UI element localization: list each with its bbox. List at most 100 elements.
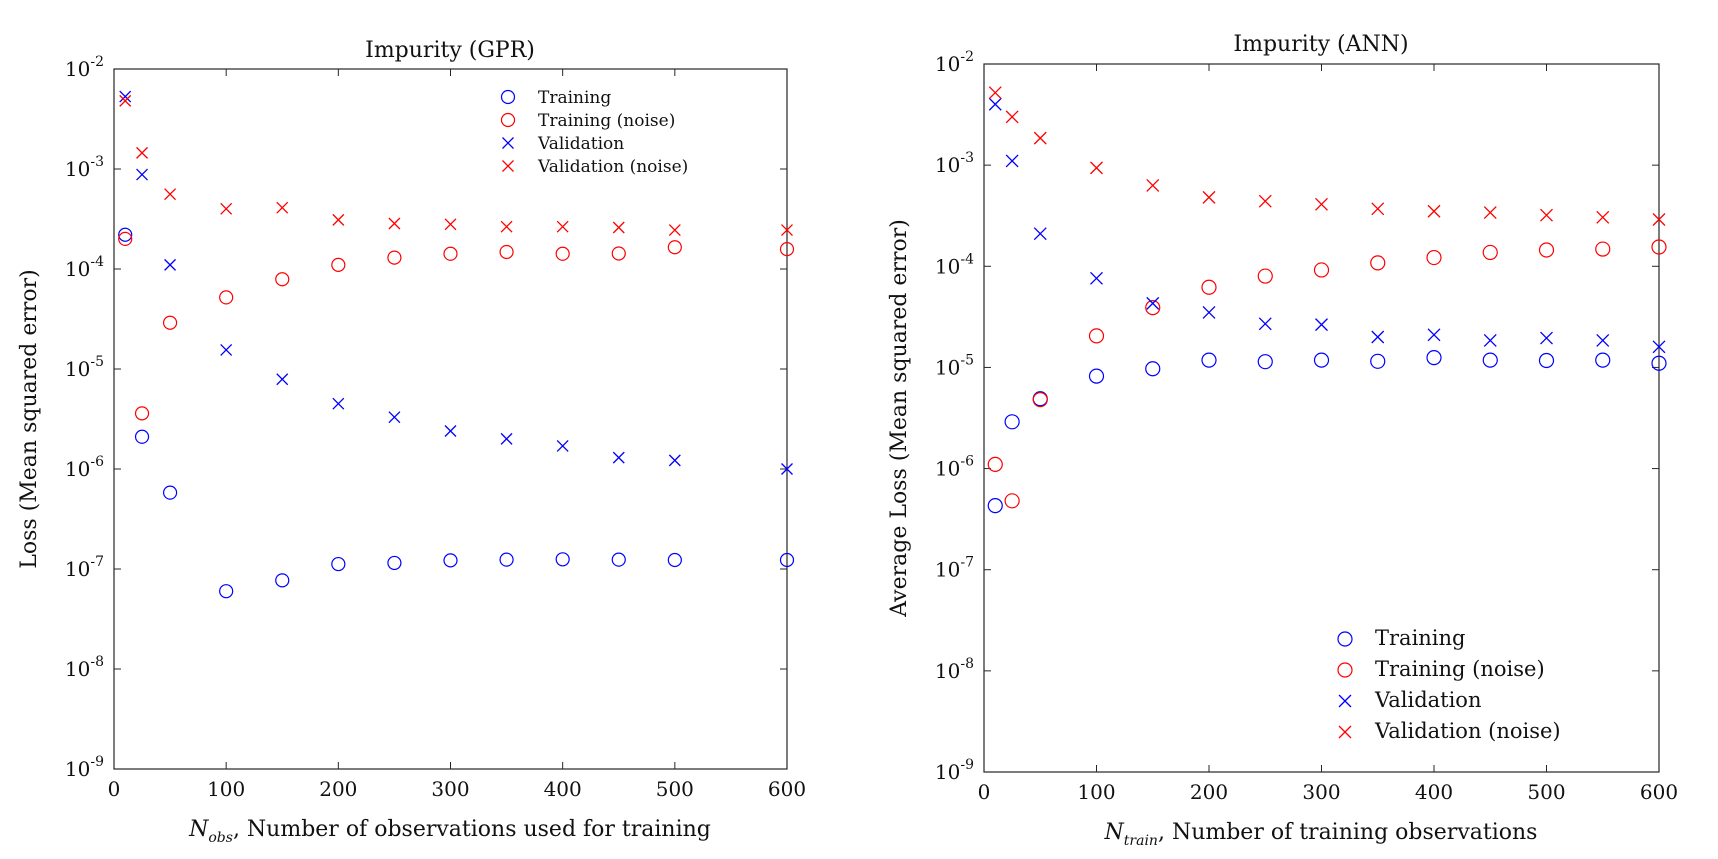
chart-gpr: Impurity (GPR) 0 100 200 300 400 500 600 10-91… — [17, 38, 806, 846]
y-tick-label: 10-3 — [935, 150, 974, 177]
data-point-x — [119, 94, 132, 107]
data-point-x — [276, 373, 289, 386]
data-point-circle — [134, 429, 150, 444]
x-tick-label: 400 — [1415, 780, 1453, 804]
data-point-circle — [667, 552, 682, 568]
data-point-circle — [331, 257, 346, 272]
y-tick-label: 10-5 — [935, 352, 974, 379]
data-point-circle — [987, 498, 1003, 514]
x-tick-label: 100 — [1077, 780, 1115, 804]
legend-marker — [1338, 725, 1352, 739]
x-tick-label: 400 — [544, 777, 582, 801]
chart-title: Impurity (GPR) — [365, 38, 535, 63]
data-point-circle — [1257, 354, 1273, 370]
data-point-circle — [555, 246, 570, 261]
data-point-circle — [1370, 353, 1386, 369]
x-axis-label: Nobs, Number of observations used for tr… — [188, 817, 711, 846]
data-point-x — [1540, 208, 1553, 222]
data-point-circle — [387, 555, 402, 571]
data-point-circle — [1595, 241, 1611, 257]
data-point-x — [1427, 328, 1441, 342]
data-point-x — [1371, 202, 1385, 216]
data-point-x — [388, 217, 401, 230]
data-point-x — [988, 86, 1002, 100]
data-point-x — [500, 220, 513, 233]
data-point-circle — [779, 552, 795, 568]
data-point-x — [1202, 305, 1216, 319]
data-point-x — [1540, 331, 1553, 345]
data-point-circle — [987, 456, 1003, 472]
data-point-x — [1596, 210, 1610, 224]
y-tick-label: 10-8 — [65, 654, 104, 681]
data-point-x — [136, 146, 149, 159]
data-point-circle — [779, 242, 795, 257]
data-point-circle — [219, 584, 234, 599]
data-point-circle — [1257, 268, 1273, 284]
data-point-circle — [611, 246, 626, 261]
data-point-circle — [1145, 300, 1161, 316]
data-point-circle — [134, 406, 150, 421]
data-point-circle — [219, 290, 234, 305]
data-point-circle — [275, 272, 290, 287]
data-point-x — [556, 220, 569, 233]
data-point-x — [164, 188, 177, 201]
data-point-circle — [1595, 352, 1611, 368]
data-point-circle — [331, 556, 346, 572]
data-point-x — [1258, 194, 1272, 208]
legend-label: Validation — [537, 134, 624, 154]
data-point-x — [668, 454, 681, 467]
data-point-circle — [555, 552, 570, 567]
data-point-x — [1090, 271, 1103, 285]
data-point-circle — [162, 485, 178, 500]
data-point-circle — [1482, 244, 1498, 261]
data-point-circle — [1088, 368, 1105, 384]
data-point-circle — [1004, 414, 1020, 430]
legend: Training Training (noise) Validation Valida… — [1337, 626, 1561, 743]
data-point-circle — [387, 250, 402, 265]
data-point-circle — [1538, 352, 1555, 369]
data-point-circle — [611, 552, 626, 567]
chart-ann: Impurity (ANN) 0 100 200 300 400 500 600 10-91… — [887, 32, 1678, 849]
legend-label: Training (noise) — [538, 111, 675, 131]
data-point-x — [1483, 333, 1497, 347]
legend-marker — [1337, 662, 1353, 678]
legend-marker — [502, 137, 514, 149]
y-axis-ticks: 10-9 10-8 10-7 10-6 10-5 10-4 10-3 10-2 — [935, 49, 1659, 784]
legend-label: Training — [538, 88, 611, 108]
data-point-circle — [1313, 262, 1330, 278]
data-point-x — [1315, 318, 1328, 332]
legend-label: Training — [1375, 626, 1466, 650]
data-point-x — [556, 439, 569, 452]
data-point-x — [612, 451, 625, 464]
data-point-x — [276, 201, 289, 214]
data-point-x — [1202, 190, 1216, 204]
plot-area — [983, 63, 1660, 773]
x-tick-label: 200 — [319, 777, 357, 801]
data-point-circle — [1651, 239, 1667, 255]
legend-label: Training (noise) — [1375, 657, 1545, 681]
data-point-x — [1005, 110, 1019, 124]
data-point-circle — [1651, 355, 1667, 371]
data-point-circle — [1201, 352, 1217, 368]
data-point-circle — [1032, 392, 1048, 408]
data-point-circle — [1426, 350, 1442, 366]
y-tick-label: 10-4 — [65, 254, 104, 281]
x-tick-label: 300 — [431, 777, 469, 801]
legend-marker — [1338, 694, 1352, 708]
data-point-circle — [1088, 328, 1105, 344]
data-point-circle — [1004, 493, 1020, 509]
data-point-circle — [499, 552, 514, 567]
data-point-x — [1315, 197, 1328, 211]
data-point-x — [1596, 333, 1610, 347]
data-point-x — [612, 221, 625, 234]
y-tick-label: 10-2 — [935, 49, 974, 76]
data-point-x — [1371, 330, 1385, 344]
data-point-x — [119, 90, 132, 103]
x-tick-label: 500 — [656, 777, 694, 801]
data-point-x — [781, 224, 793, 237]
data-point-x — [332, 397, 345, 410]
data-point-x — [444, 425, 457, 437]
data-point-x — [668, 224, 681, 237]
data-point-circle — [1370, 255, 1386, 271]
